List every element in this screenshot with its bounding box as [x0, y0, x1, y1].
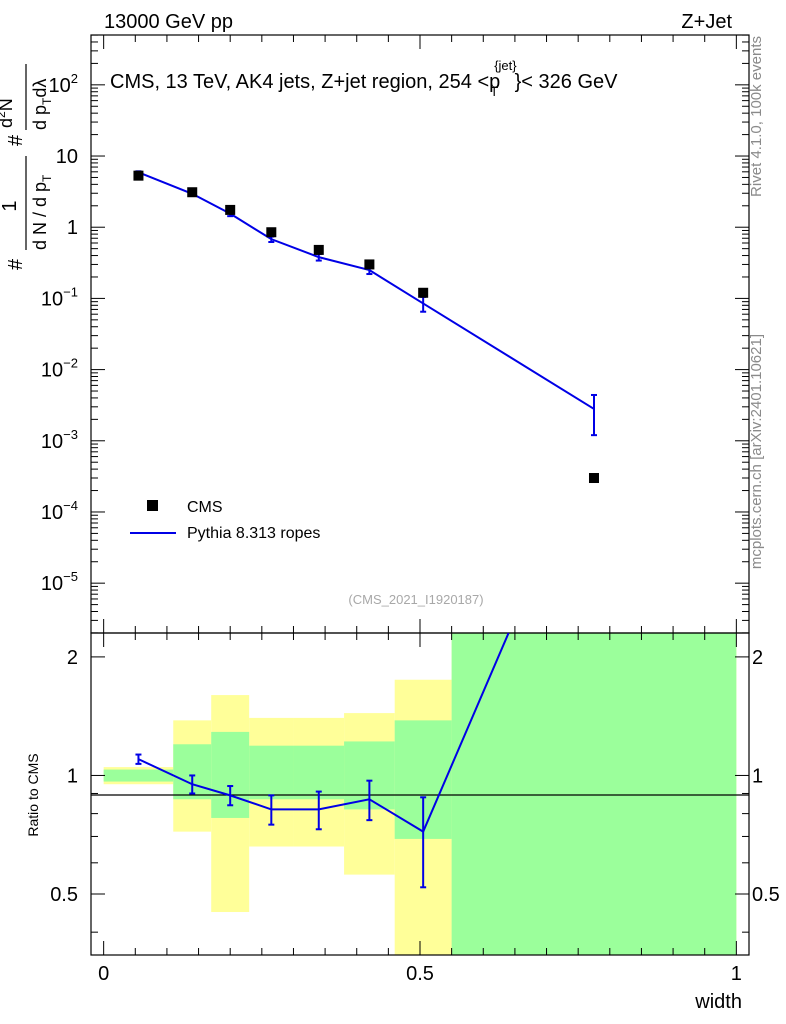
x-tick-label: 0	[98, 963, 109, 985]
main-y-tick-label: 10−5	[41, 569, 78, 595]
plot-title-main: CMS, 13 TeV, AK4 jets, Z+jet region, 254…	[110, 71, 500, 93]
ratio-bands	[103, 633, 737, 955]
ratio-y-tick-label-right: 2	[752, 647, 763, 669]
main-plot-frame	[90, 34, 750, 634]
legend-cms-marker	[147, 500, 158, 511]
y-label-num: 1	[0, 200, 21, 211]
y-label-right-den: d pTdλ	[30, 79, 54, 130]
band-inner-7	[451, 633, 737, 955]
legend: CMS Pythia 8.313 ropes	[130, 499, 320, 542]
ratio-y-tick-label-left: 2	[67, 647, 78, 669]
mc-ratio-series	[135, 632, 510, 889]
y-label-den: d N / d pT	[30, 174, 54, 250]
analysis-watermark: (CMS_2021_I1920187)	[348, 592, 483, 607]
data-point	[187, 187, 198, 198]
ratio-y-axis-label: Ratio to CMS	[25, 753, 41, 836]
data-point	[133, 170, 144, 181]
main-y-tick-label: 1	[67, 217, 78, 239]
main-y-axis-label: # 1 d N / d pT # d2N d pTdλ	[0, 64, 54, 270]
plot-title-sub: T	[490, 84, 498, 99]
main-y-tick-label: 10−2	[41, 356, 78, 382]
data-point	[588, 473, 599, 484]
x-tick-label: 1	[731, 963, 742, 985]
ratio-y-tick-label-left: 1	[67, 765, 78, 787]
x-axis-label: width	[694, 991, 742, 1013]
data-point	[364, 259, 375, 270]
plot-title-sup: {jet}	[494, 58, 517, 73]
legend-mc-label: Pythia 8.313 ropes	[187, 525, 320, 542]
axis-ticks: 0 0.5 1 102 10 1 10−1 10−2 10−3 10−4 10−5 0.5 0.5 1 1 2…	[41, 34, 780, 985]
data-main-series	[133, 170, 599, 484]
band-inner-3	[249, 745, 294, 800]
ratio-y-tick-label-right: 1	[752, 765, 763, 787]
plot-title: CMS, 13 TeV, AK4 jets, Z+jet region, 254…	[110, 58, 618, 99]
band-inner-4	[293, 745, 345, 800]
main-y-tick-label: 102	[49, 71, 78, 97]
data-point	[313, 244, 324, 255]
mc-main-line	[138, 171, 595, 410]
header-right-label: Z+Jet	[681, 11, 732, 33]
main-y-tick-label: 10−4	[41, 498, 78, 524]
main-y-tick-label: 10	[56, 146, 78, 168]
band-inner-0	[103, 769, 174, 782]
mc-ratio-line	[138, 632, 510, 834]
y-label-hash-mid: #	[5, 134, 27, 146]
ratio-y-tick-label-left: 0.5	[50, 884, 78, 906]
data-point	[266, 227, 277, 238]
y-label-hash-left: #	[5, 258, 27, 270]
mc-main-series	[135, 170, 597, 437]
header-left-label: 13000 GeV pp	[104, 11, 233, 33]
rivet-version-label: Rivet 4.1.0, 100k events	[748, 36, 765, 197]
y-label-right-num: d2N	[0, 98, 16, 128]
legend-cms-label: CMS	[187, 499, 223, 516]
x-tick-label: 0.5	[406, 963, 434, 985]
data-point	[418, 287, 429, 298]
main-y-tick-label: 10−3	[41, 427, 78, 453]
main-y-tick-label: 10−1	[41, 284, 78, 310]
ratio-y-tick-label-right: 0.5	[752, 884, 780, 906]
plot-title-tail: }< 326 GeV	[515, 71, 619, 93]
data-point	[225, 204, 236, 215]
mcplots-reference-label: mcplots.cern.ch [arXiv:2401.10621]	[748, 334, 765, 569]
